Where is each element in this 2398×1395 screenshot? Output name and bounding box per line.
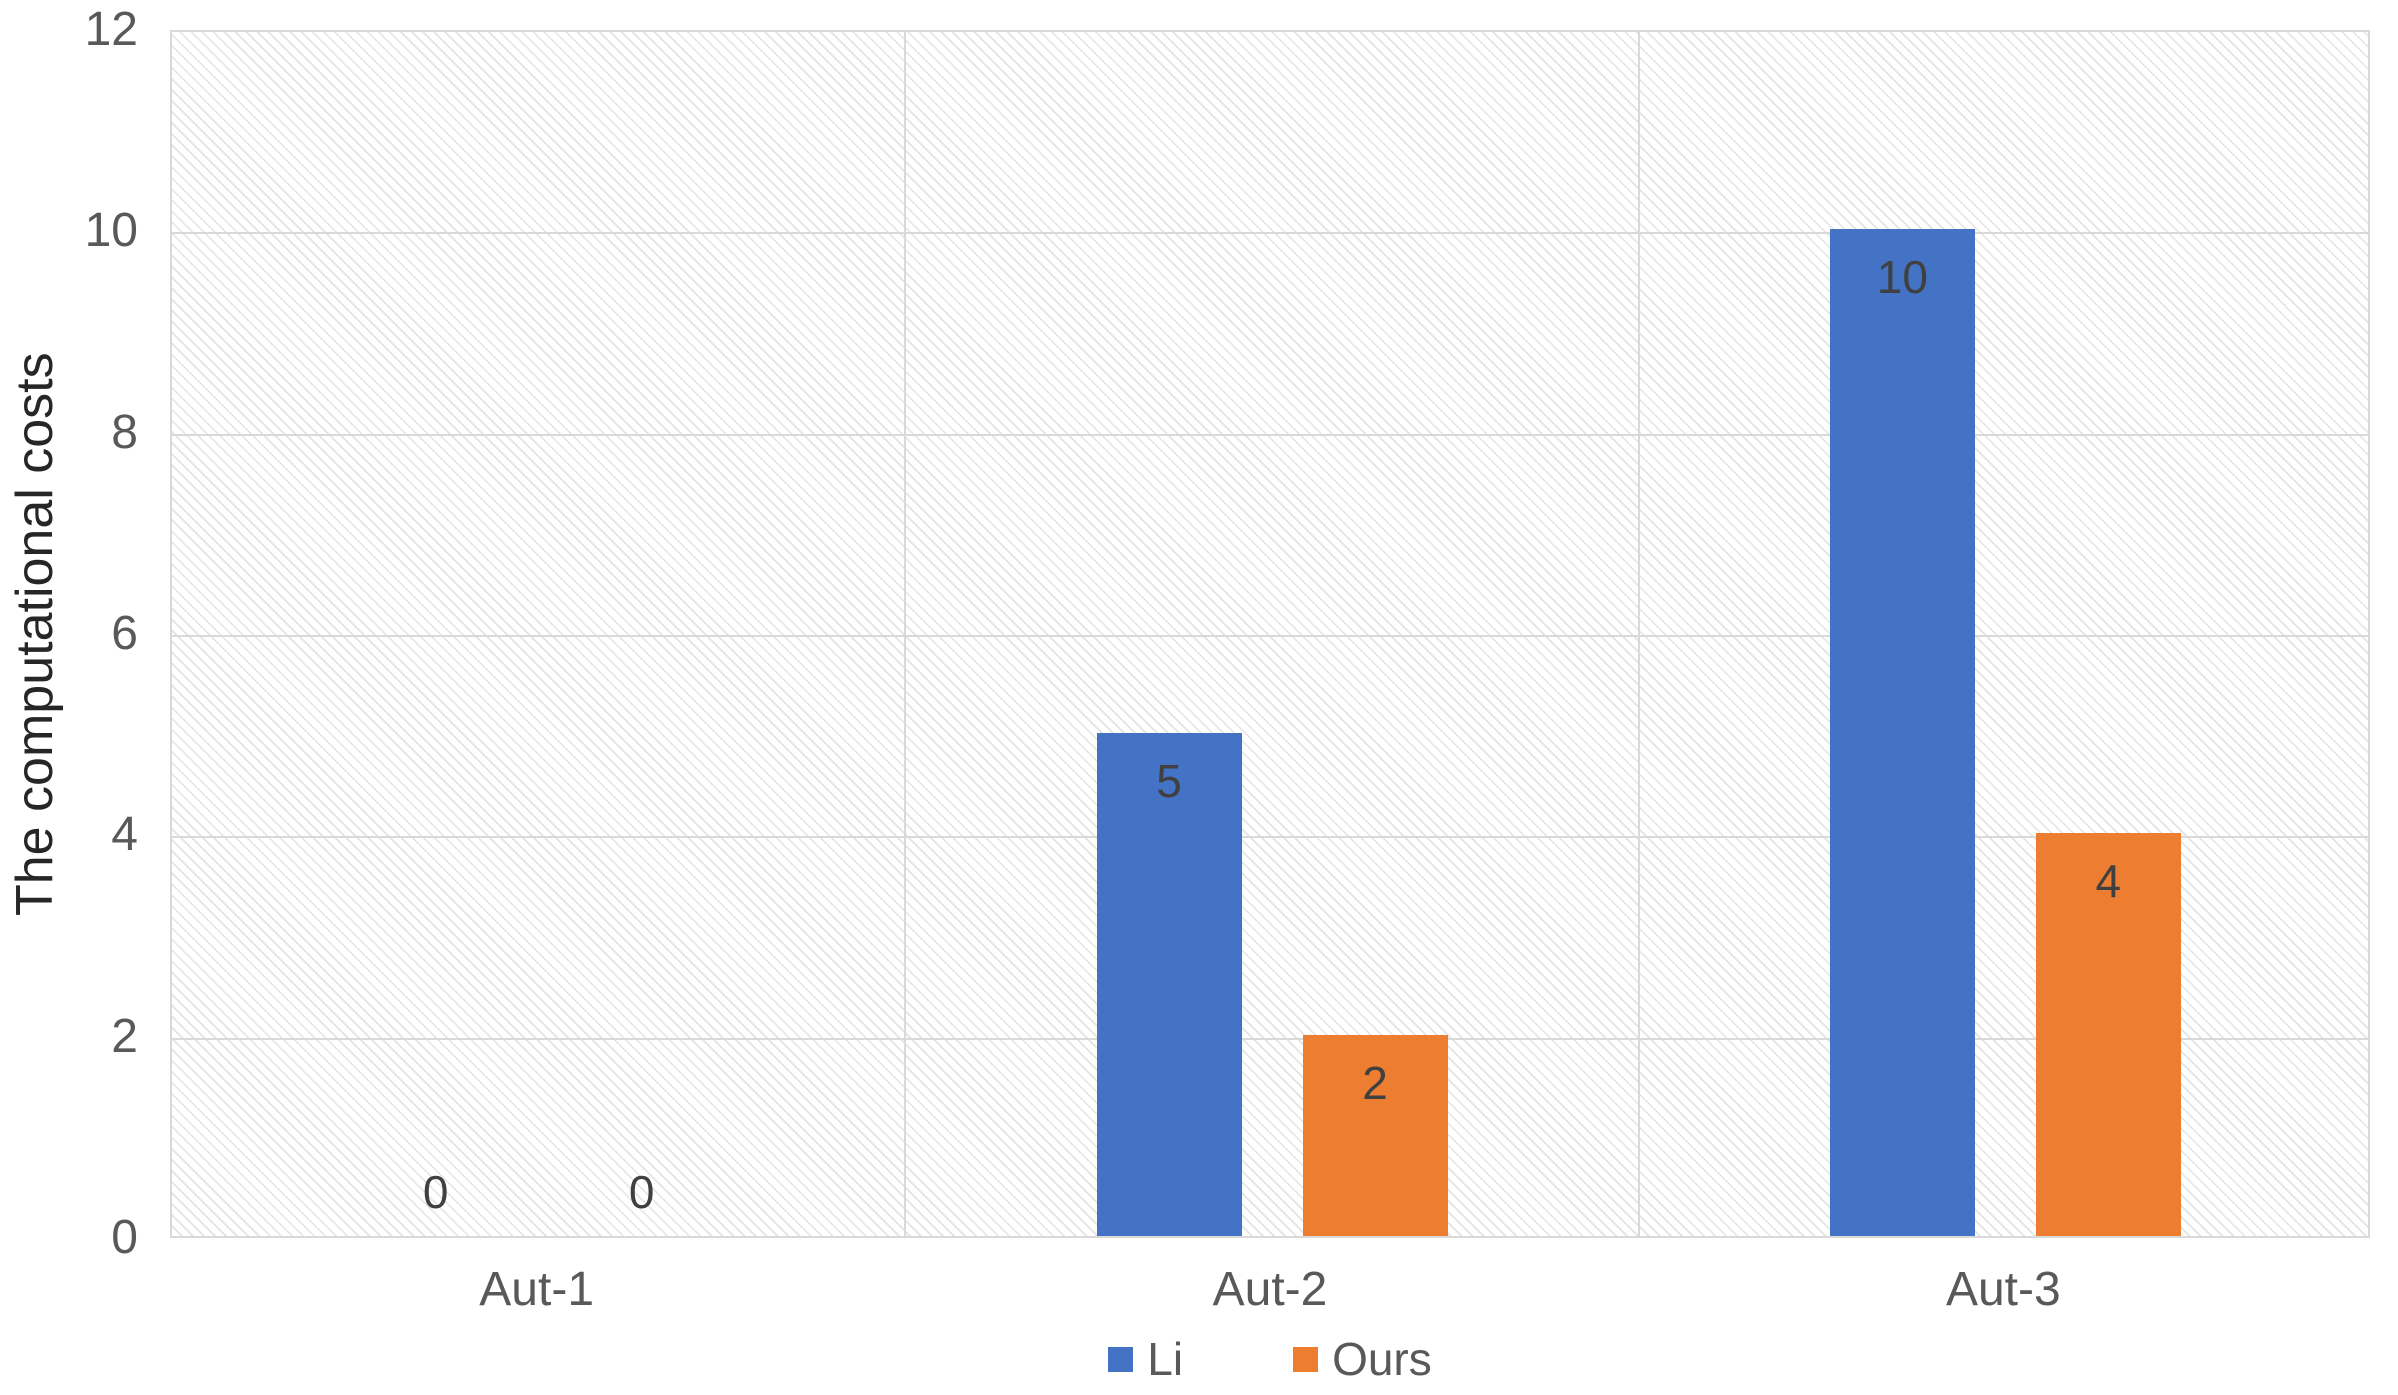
x-axis-label: Aut-3 [1945,1263,2061,1316]
gridline-h [172,433,2368,436]
bar-li-aut-2 [1096,732,1242,1236]
bar-li-aut-3 [1829,229,1975,1236]
data-label: 4 [2095,855,2122,908]
y-tick-label: 8 [111,405,138,459]
plot-area: 0 0 5 2 10 4 [170,30,2370,1238]
y-tick-label: 4 [111,808,138,862]
y-tick-label: 12 [84,3,138,56]
gridline-v [1637,32,1640,1236]
data-label: 2 [1362,1056,1388,1109]
gridline-v [904,32,907,1236]
legend-item-li: Li [1108,1334,1183,1384]
legend-swatch [1108,1346,1134,1372]
x-axis-label: Aut-1 [479,1263,595,1316]
legend-label: Ours [1332,1333,1432,1385]
data-label: 0 [628,1166,655,1218]
gridline-h [172,635,2368,637]
data-label: 10 [1876,251,1928,304]
y-tick-label: 0 [111,1211,138,1264]
y-tick-label: 10 [84,204,138,258]
y-tick-label: 2 [111,1009,138,1063]
legend-label: Li [1147,1333,1184,1385]
legend-swatch [1293,1346,1319,1372]
data-label: 0 [422,1166,449,1218]
gridline-h [172,232,2368,235]
gridline-h [172,836,2368,839]
x-axis-label: Aut-2 [1212,1263,1328,1316]
bar-ours-aut-2 [1302,1034,1448,1236]
bar-ours-aut-3 [2035,833,2181,1236]
legend-item-ours: Ours [1293,1334,1432,1384]
y-axis-tick-labels: 0 2 4 6 8 10 12 [0,0,138,1395]
gridline-h [172,1037,2368,1040]
y-tick-label: 6 [111,607,138,660]
legend: Li Ours [170,1334,2370,1384]
data-label: 5 [1156,754,1182,807]
